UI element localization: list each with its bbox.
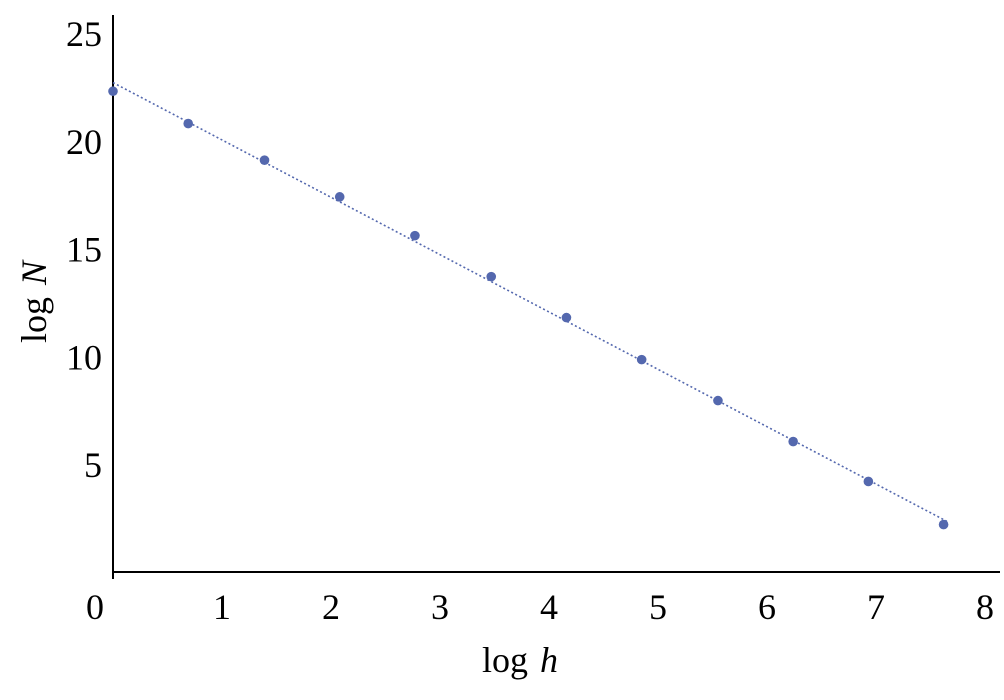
y-tick-label: 20 (66, 122, 102, 162)
x-tick-label: 3 (431, 587, 449, 627)
data-point (788, 436, 798, 447)
data-point (108, 86, 118, 97)
data-point (183, 118, 194, 129)
data-point (863, 476, 874, 487)
data-point (259, 155, 270, 166)
data-point (486, 271, 497, 282)
trendline (112, 81, 948, 523)
x-tick-label: 2 (322, 587, 340, 627)
data-point (410, 230, 420, 241)
data-points (108, 86, 949, 530)
y-tick-label: 25 (66, 14, 102, 54)
axes (112, 15, 1000, 573)
data-point (938, 519, 949, 530)
data-point (334, 192, 345, 202)
x-tick-label: 0 (86, 587, 104, 627)
x-tick-label: 1 (213, 587, 231, 627)
y-tick-label: 15 (66, 230, 102, 270)
y-axis-title: logN (14, 259, 54, 343)
data-point (561, 312, 572, 323)
x-tick-label: 4 (540, 587, 558, 627)
x-tick-label: 8 (976, 587, 994, 627)
trendline-group (112, 81, 948, 523)
x-tick-label: 7 (867, 587, 885, 627)
y-tick-label: 5 (84, 445, 102, 485)
data-point (713, 395, 723, 406)
x-tick-label: 6 (758, 587, 776, 627)
tick-labels: 0 1 2 3 4 5 6 7 8 5 10 15 20 25 (66, 14, 994, 627)
x-axis-title: log h (482, 640, 558, 680)
x-tick-label: 5 (649, 587, 667, 627)
data-point (636, 354, 647, 365)
y-tick-label: 10 (66, 337, 102, 377)
